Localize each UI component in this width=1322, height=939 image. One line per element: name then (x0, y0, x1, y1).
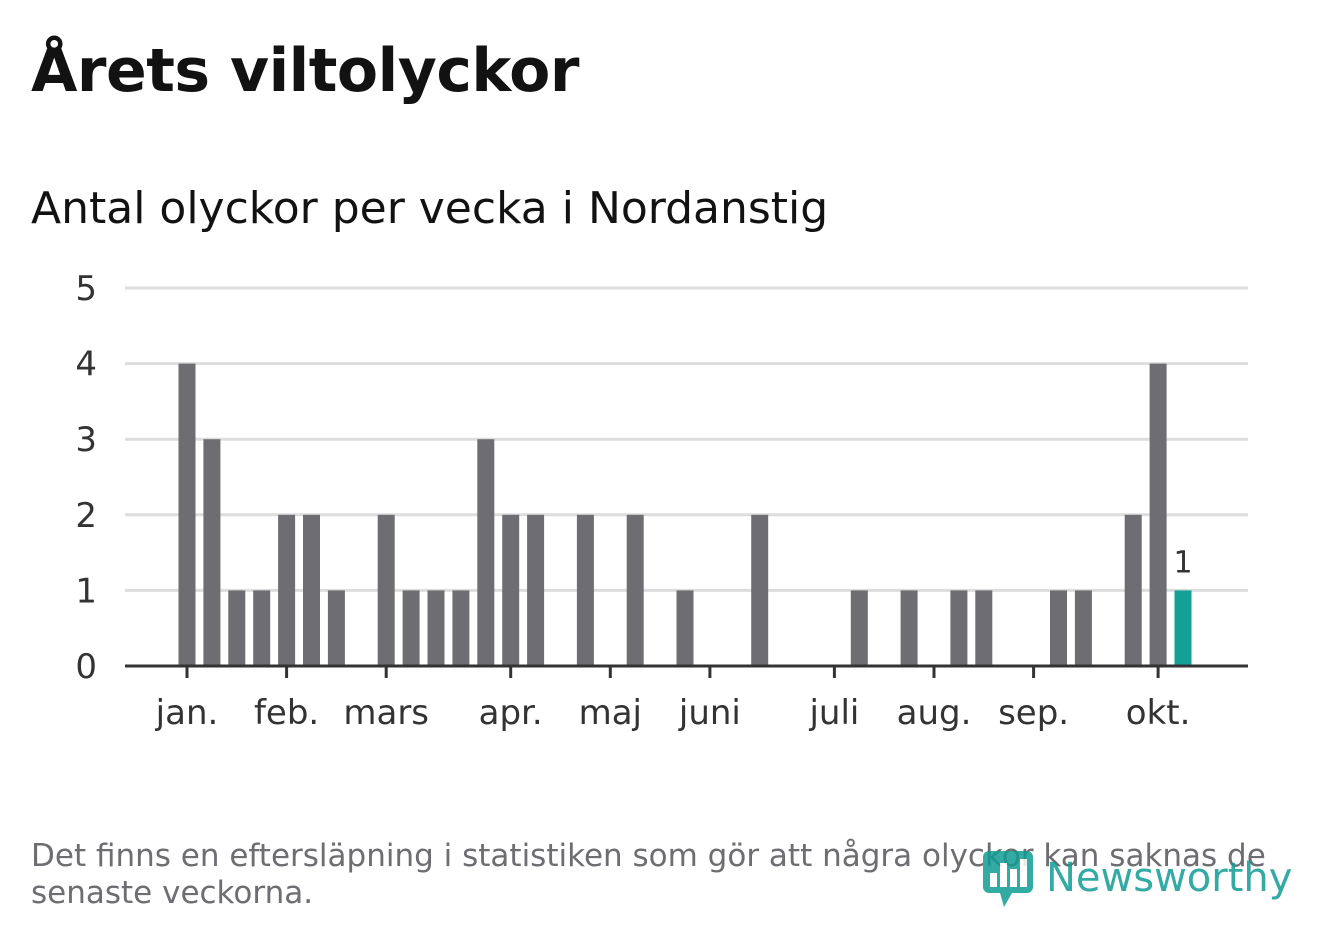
data-labels: 1 (1173, 545, 1192, 580)
bar-chart: 0 1 2 3 4 5 jan. feb. mars apr. maj juni juli aug. se… (75, 269, 1248, 733)
y-axis-ticks: 0 1 2 3 4 5 (75, 269, 97, 687)
x-tick-label: apr. (479, 693, 543, 733)
bar (278, 514, 296, 666)
x-tick-label: maj (579, 693, 642, 733)
bar (527, 514, 545, 666)
chart-title: Årets viltolyckor (31, 36, 580, 106)
bar (576, 514, 594, 666)
x-axis-month-labels: jan. feb. mars apr. maj juni juli aug. sep. okt. (155, 693, 1191, 733)
y-tick-label: 1 (75, 571, 97, 611)
x-axis (125, 664, 1248, 678)
y-tick-label: 0 (75, 647, 97, 687)
bar (1050, 590, 1067, 666)
y-tick-label: 2 (75, 496, 97, 536)
bar (253, 590, 271, 666)
bar (427, 590, 445, 666)
data-label: 1 (1173, 545, 1192, 580)
x-tick-label: mars (343, 693, 429, 733)
bar (203, 439, 221, 666)
bar (950, 590, 968, 666)
bar (452, 590, 470, 666)
chart-subtitle: Antal olyckor per vecka i Nordanstig (31, 183, 829, 234)
bar (178, 363, 196, 666)
bars (178, 363, 1192, 666)
bar (1074, 590, 1092, 666)
bar (676, 590, 694, 666)
bar (402, 590, 420, 666)
bar (1124, 514, 1142, 666)
x-tick-label: jan. (155, 693, 219, 733)
x-tick-label: juli (808, 693, 859, 733)
brand-name: Newsworthy (1046, 855, 1293, 901)
x-tick-label: sep. (998, 693, 1069, 733)
brand-logo: Newsworthy (982, 846, 1292, 910)
x-tick-label: feb. (254, 693, 319, 733)
bar (900, 590, 918, 666)
y-tick-label: 5 (75, 269, 97, 309)
y-tick-label: 3 (75, 420, 97, 460)
bar (477, 439, 495, 666)
bar (327, 590, 345, 666)
x-tick-label: juni (678, 693, 741, 733)
bar-highlight (1174, 590, 1192, 666)
footnote: Det finns en eftersläpning i statistiken… (31, 838, 1266, 911)
bar (850, 590, 868, 666)
x-tick-label: aug. (897, 693, 972, 733)
bar (377, 514, 395, 666)
y-tick-label: 4 (75, 345, 97, 385)
newsworthy-logo-icon (983, 851, 1033, 907)
bar (228, 590, 246, 666)
bar (1149, 363, 1167, 666)
bar (626, 514, 644, 666)
bar (975, 590, 993, 666)
x-tick-label: okt. (1126, 693, 1191, 733)
bar (303, 514, 320, 666)
bar (751, 514, 769, 666)
bar (502, 514, 520, 666)
